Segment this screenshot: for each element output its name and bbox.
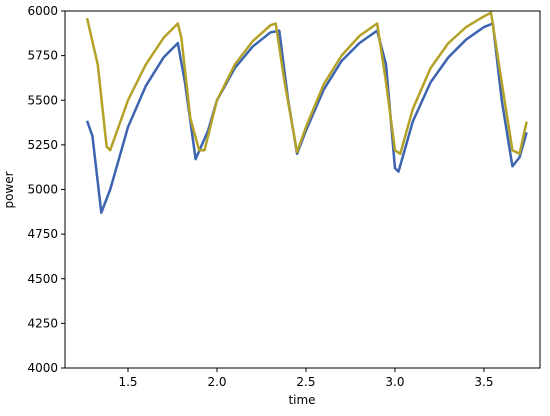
y-tick-label: 4750 bbox=[27, 227, 58, 241]
y-axis-label: power bbox=[2, 171, 16, 208]
y-tick-label: 4000 bbox=[27, 361, 58, 375]
x-axis-label: time bbox=[288, 393, 315, 407]
x-tick-label: 2.5 bbox=[296, 375, 315, 389]
y-tick-label: 6000 bbox=[27, 4, 58, 18]
y-tick-label: 4500 bbox=[27, 272, 58, 286]
series-line bbox=[85, 11, 528, 156]
x-tick-label: 3.5 bbox=[474, 375, 493, 389]
y-tick-label: 5250 bbox=[27, 138, 58, 152]
y-tick-label: 5000 bbox=[27, 183, 58, 197]
x-tick-label: 2.0 bbox=[207, 375, 226, 389]
plot-frame bbox=[64, 10, 541, 369]
y-tick-label: 4250 bbox=[27, 316, 58, 330]
y-tick-label: 5750 bbox=[27, 49, 58, 63]
y-tick-label: 5500 bbox=[27, 93, 58, 107]
x-tick-label: 3.0 bbox=[385, 375, 404, 389]
x-tick-label: 1.5 bbox=[118, 375, 137, 389]
